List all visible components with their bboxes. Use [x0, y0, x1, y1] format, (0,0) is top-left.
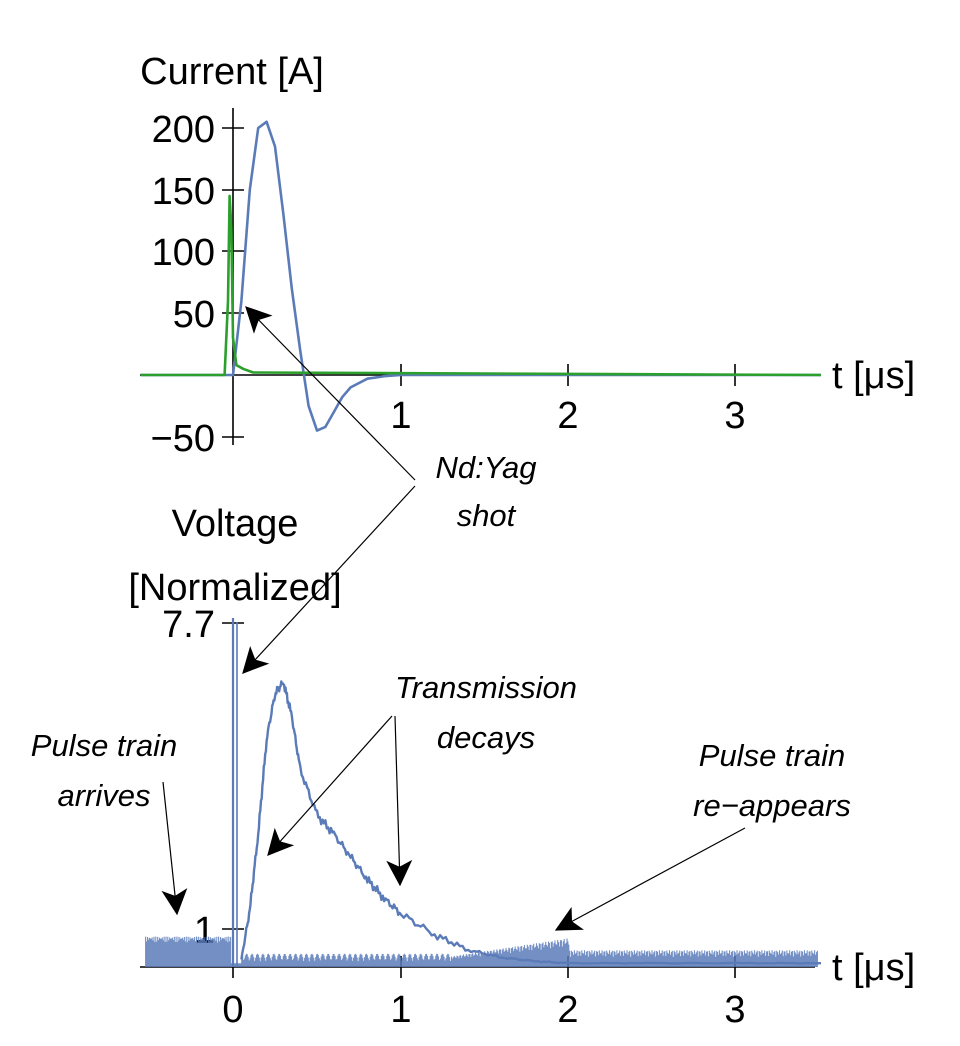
current-xtick-label-2: 2 [557, 395, 578, 437]
voltage-ytick-label-7.7: 7.7 [162, 604, 215, 646]
voltage-xtick-label-0: 0 [222, 989, 243, 1031]
current-series-blue [140, 120, 821, 432]
voltage-pulse-train [145, 936, 818, 967]
arrow-pulse-reappear [554, 827, 746, 931]
voltage-xtick-label-3: 3 [724, 989, 745, 1031]
current-ytick-label-200: 200 [152, 109, 215, 151]
annotation-pulse-arrive-line2: arrives [57, 778, 150, 813]
annotations: Nd:Yag shot Transmission decays Pulse tr… [31, 306, 851, 931]
arrow-pulse-arrive [161, 781, 188, 916]
current-xlabel: t [μs] [832, 355, 915, 397]
current-xtick-label-3: 3 [724, 395, 745, 437]
current-ylabel: Current [A] [140, 51, 324, 93]
annotation-transmission-line2: decays [437, 720, 535, 755]
arrow-ndyag-bottom [242, 485, 416, 674]
current-chart: 200 150 100 50 −50 1 2 3 Current [A] t [… [140, 51, 915, 460]
arrow-ndyag-top [245, 306, 416, 481]
voltage-xtick-label-1: 1 [390, 989, 411, 1031]
current-ytick-label-100: 100 [152, 232, 215, 274]
current-ytick-label-150: 150 [152, 171, 215, 213]
annotation-pulse-reappear-line2: re−appears [693, 788, 851, 823]
voltage-series-blue [240, 680, 822, 965]
current-series-green [140, 194, 822, 377]
voltage-xtick-label-2: 2 [557, 989, 578, 1031]
voltage-ylabel-line2: [Normalized] [128, 567, 341, 609]
current-ytick-label-neg50: −50 [151, 418, 215, 460]
voltage-ylabel-line1: Voltage [172, 503, 299, 545]
annotation-pulse-reappear-line1: Pulse train [699, 738, 845, 773]
annotation-pulse-arrive-line1: Pulse train [31, 728, 177, 763]
current-xtick-label-1: 1 [390, 395, 411, 437]
annotation-ndyag-line1: Nd:Yag [435, 450, 536, 485]
voltage-xlabel: t [μs] [832, 947, 915, 989]
annotation-ndyag-line2: shot [457, 498, 517, 533]
annotation-transmission-line1: Transmission [395, 670, 577, 705]
arrow-transmission-left [267, 715, 393, 856]
arrow-transmission-right [386, 715, 413, 887]
current-ytick-label-50: 50 [173, 294, 215, 336]
voltage-chart: 7.7 1 0 1 2 3 Voltage [Normalized] t [μs… [128, 503, 915, 1031]
